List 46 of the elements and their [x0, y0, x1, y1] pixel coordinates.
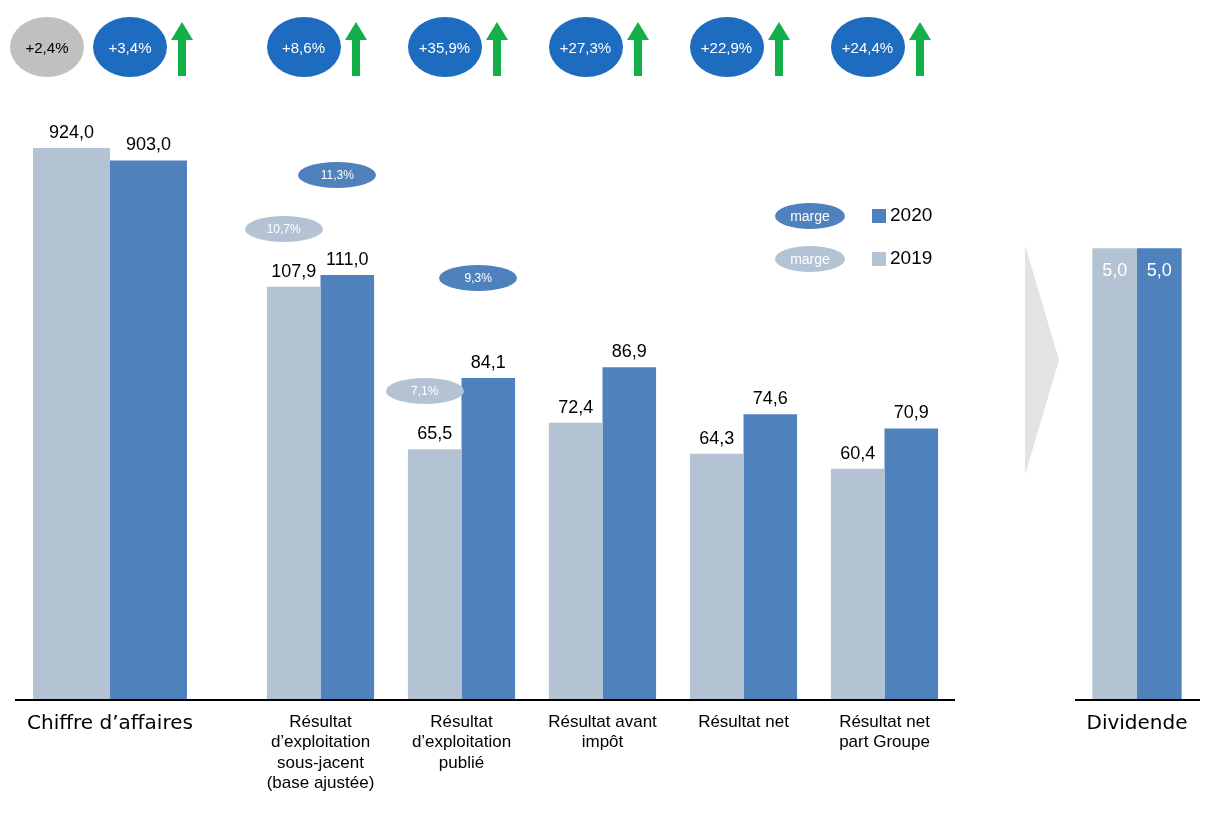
data-label: 111,0	[326, 248, 369, 269]
legend-label: 2020	[890, 204, 933, 226]
bar	[461, 377, 516, 700]
oval-badge: 9,3%	[439, 264, 518, 291]
bar	[689, 453, 744, 700]
bar	[407, 449, 462, 700]
data-label: 72,4	[558, 396, 594, 417]
x-tick-label: Résultat net	[698, 711, 790, 731]
x-tick-label: Dividende	[1086, 710, 1188, 735]
oval-badge: 7,1%	[385, 378, 464, 405]
text: +35,9%	[407, 17, 482, 77]
data-label: 74,6	[752, 388, 788, 409]
data-label: 70,9	[893, 402, 929, 423]
data-label: 84,1	[470, 351, 506, 372]
text: +22,9%	[689, 17, 764, 77]
data-label: 60,4	[840, 442, 876, 463]
data-label: 5,0	[1146, 260, 1172, 281]
oval-badge: 10,7%	[244, 215, 323, 242]
data-label: 924,0	[48, 121, 95, 142]
text: +2,4%	[10, 17, 84, 77]
data-label: 903,0	[125, 134, 172, 155]
bar	[743, 414, 798, 700]
bar	[884, 428, 939, 700]
x-tick-label: Résultat net part Groupe	[839, 711, 931, 752]
x-tick-label: Résultat d’exploitation publié	[411, 711, 512, 772]
data-label: 86,9	[611, 341, 647, 362]
legend-title: marge	[775, 246, 845, 272]
bar	[266, 286, 321, 700]
bar	[548, 422, 603, 700]
legend-label: 2019	[890, 247, 933, 269]
data-label: 5,0	[1102, 260, 1128, 281]
x-tick-label: Résultat avant impôt	[548, 711, 658, 752]
text: marge	[790, 208, 830, 224]
text: +27,3%	[548, 17, 623, 77]
text: +8,6%	[266, 17, 341, 77]
bar	[602, 367, 657, 700]
oval-badge: 11,3%	[298, 161, 377, 188]
text: +24,4%	[830, 17, 905, 77]
text: +3,4%	[93, 17, 167, 77]
x-tick-label: Résultat d’exploitation sous-jacent (base ajustée)	[266, 711, 375, 793]
data-label: 107,9	[271, 260, 317, 281]
data-label: 65,5	[417, 423, 453, 444]
data-label: 64,3	[699, 427, 735, 448]
x-tick-label: Chiffre d’affaires	[27, 710, 193, 735]
bar	[320, 274, 375, 700]
bar	[830, 468, 885, 700]
